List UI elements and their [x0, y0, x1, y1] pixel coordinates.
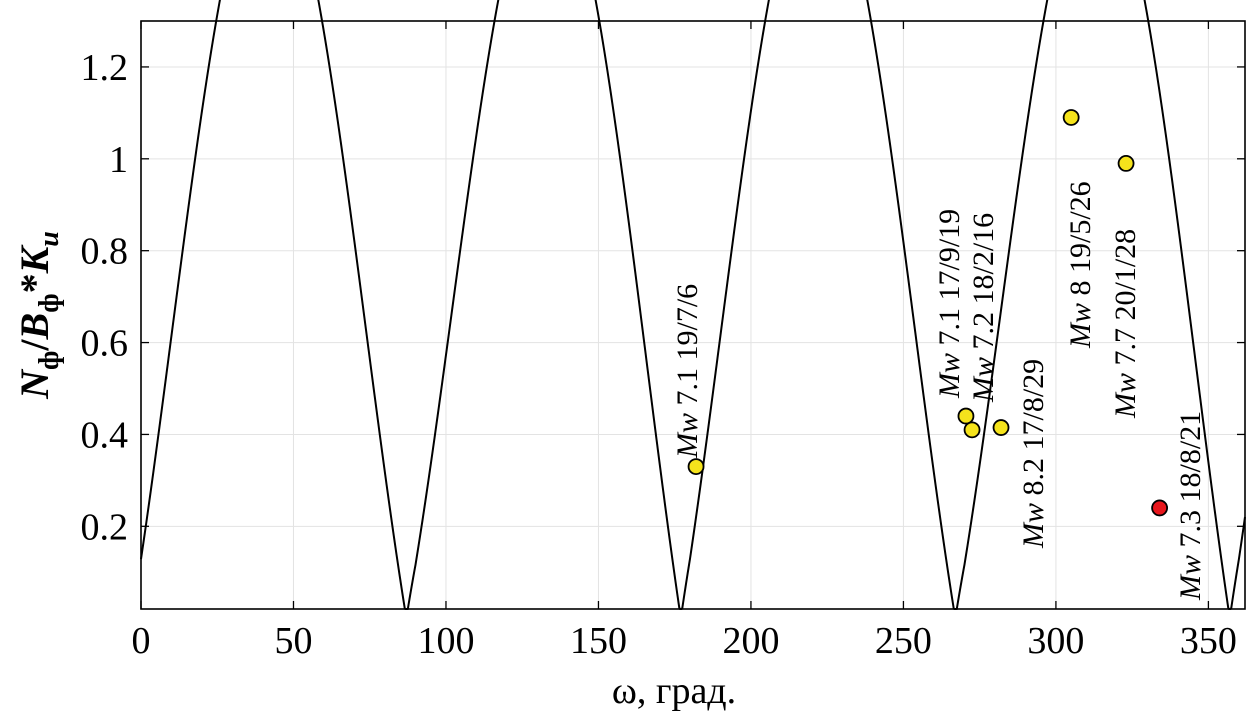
point-label-magnitude-prefix: Mw: [967, 357, 1000, 403]
data-point-3: [992, 419, 1010, 436]
data-point-5: [1117, 155, 1135, 172]
data-point-0: [687, 458, 705, 475]
point-label-magnitude-prefix: Mw: [1017, 503, 1050, 549]
point-label-text: 8 19/5/26: [1064, 181, 1097, 303]
point-label-magnitude-prefix: Mw: [1109, 373, 1142, 419]
point-label-text: 7.3 18/8/21: [1174, 411, 1207, 555]
data-points: [687, 109, 1169, 517]
point-label-magnitude-prefix: Mw: [1064, 303, 1097, 349]
point-label-text: 8.2 17/8/29: [1017, 359, 1050, 503]
point-label-magnitude-prefix: Mw: [1174, 555, 1207, 601]
x-tick-label-1: 50: [274, 620, 312, 662]
axis-ticks: [140, 21, 1245, 609]
y-tick-label-2: 0.6: [81, 323, 129, 365]
point-label-magnitude-prefix: Mw: [933, 353, 966, 399]
y-tick-label-0: 0.2: [81, 506, 129, 548]
x-tick-labels: 0 50 100 150 200 250 300 350: [132, 620, 1237, 662]
x-tick-label-4: 200: [722, 620, 779, 662]
point-label-0: Mw 7.1 19/7/6: [671, 284, 704, 459]
point-label-3: Mw 8.2 17/8/29: [1017, 359, 1050, 549]
point-label-4: Mw 8 19/5/26: [1064, 181, 1097, 349]
point-label-text: 7.1 17/9/19: [933, 209, 966, 353]
y-tick-label-3: 0.8: [81, 231, 129, 273]
x-tick-label-2: 100: [417, 620, 474, 662]
x-tick-label-0: 0: [132, 620, 151, 662]
grid-lines: [140, 21, 1245, 609]
data-point-1: [957, 407, 975, 425]
plot-frame: [140, 20, 1246, 610]
point-label-text: 7.2 18/2/16: [967, 213, 1000, 357]
x-tick-label-3: 150: [570, 620, 627, 662]
point-label-1: Mw 7.1 17/9/19: [933, 209, 966, 399]
point-label-6: Mw 7.3 18/8/21: [1174, 411, 1207, 601]
data-point-6: [1151, 499, 1169, 517]
point-label-5: Mw 7.7 20/1/28: [1109, 229, 1142, 419]
data-point-2: [963, 421, 981, 439]
y-axis-title: Nф/Bф*Ku: [12, 231, 65, 400]
data-point-4: [1062, 109, 1080, 126]
point-label-2: Mw 7.2 18/2/16: [967, 213, 1000, 403]
x-tick-label-5: 250: [875, 620, 932, 662]
x-axis-title: ω, град.: [612, 670, 736, 712]
y-tick-label-1: 0.4: [81, 414, 129, 456]
point-label-text: 7.7 20/1/28: [1109, 229, 1142, 373]
y-tick-label-5: 1.2: [81, 47, 129, 89]
y-tick-labels: 0.2 0.4 0.6 0.8 1 1.2: [81, 47, 129, 548]
series-line: [140, 0, 1246, 610]
point-label-magnitude-prefix: Mw: [671, 413, 704, 459]
x-tick-label-6: 300: [1027, 620, 1084, 662]
x-tick-label-7: 350: [1180, 620, 1237, 662]
y-tick-label-4: 1: [109, 139, 128, 181]
point-label-text: 7.1 19/7/6: [671, 284, 704, 413]
